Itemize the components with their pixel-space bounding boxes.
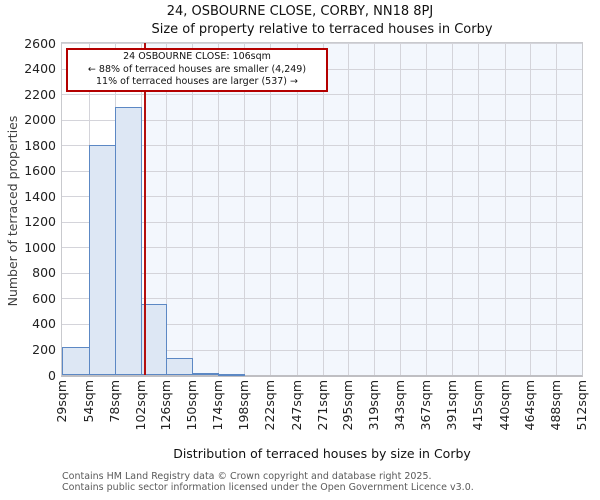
vertical-gridline [477, 43, 479, 375]
x-tick-label: 247sqm [288, 380, 304, 431]
footer-line-1: Contains HM Land Registry data © Crown c… [62, 471, 432, 482]
horizontal-gridline [62, 349, 582, 351]
y-tick-label: 1600 [24, 163, 56, 179]
vertical-gridline [425, 43, 427, 375]
x-tick-label: 295sqm [340, 380, 356, 431]
property-size-marker-line [143, 43, 146, 375]
histogram-bar [166, 358, 194, 375]
annotation-line-3: 11% of terraced houses are larger (537) … [96, 76, 298, 88]
y-tick-label: 2000 [24, 112, 56, 128]
vertical-gridline [400, 43, 402, 375]
x-tick-label: 126sqm [158, 380, 174, 431]
annotation-line-1: 24 OSBOURNE CLOSE: 106sqm [123, 51, 271, 63]
x-tick-label: 102sqm [132, 380, 148, 431]
y-tick-label: 2400 [24, 61, 56, 76]
y-tick-label: 600 [32, 290, 56, 306]
vertical-gridline [348, 43, 350, 375]
annotation-line-2: ← 88% of terraced houses are smaller (4,… [87, 63, 307, 75]
horizontal-gridline [62, 119, 582, 121]
chart-title: 24, OSBOURNE CLOSE, CORBY, NN18 8PJ [166, 4, 434, 19]
vertical-gridline [296, 43, 298, 375]
x-tick-label: 391sqm [443, 380, 459, 431]
histogram-bar [62, 346, 90, 375]
y-tick-label: 400 [32, 316, 56, 332]
x-tick-label: 367sqm [417, 380, 433, 431]
histogram-bar [218, 373, 245, 376]
x-tick-label: 415sqm [469, 380, 485, 431]
horizontal-gridline [62, 298, 582, 300]
y-tick-label: 1400 [24, 188, 56, 204]
histogram-bar [114, 106, 142, 375]
histogram-bar [88, 145, 116, 375]
vertical-gridline [243, 43, 245, 375]
x-tick-label: 488sqm [548, 380, 564, 431]
y-tick-label: 2200 [24, 86, 56, 102]
x-tick-label: 198sqm [235, 380, 251, 431]
x-tick-label: 54sqm [80, 380, 96, 423]
chart-subtitle: Size of property relative to terraced ho… [151, 22, 493, 37]
x-tick-label: 78sqm [106, 380, 122, 423]
y-tick-label: 2600 [24, 35, 56, 51]
x-axis-title: Distribution of terraced houses by size … [173, 446, 471, 461]
x-tick-label: 222sqm [261, 380, 277, 431]
y-tick-label: 800 [32, 265, 56, 281]
y-tick-label: 1200 [24, 214, 56, 230]
horizontal-gridline [62, 94, 582, 96]
vertical-gridline [556, 43, 558, 375]
horizontal-gridline [62, 323, 582, 325]
vertical-gridline [504, 43, 506, 375]
horizontal-gridline [62, 272, 582, 274]
horizontal-gridline [62, 221, 582, 223]
vertical-gridline [192, 43, 194, 375]
x-tick-label: 29sqm [54, 380, 69, 423]
horizontal-gridline [62, 196, 582, 198]
histogram-bar [192, 373, 220, 376]
x-tick-label: 174sqm [210, 380, 226, 431]
larger-region-shade [144, 43, 582, 375]
footer-line-2: Contains public sector information licen… [62, 482, 474, 493]
y-tick-label: 1000 [24, 239, 56, 255]
x-tick-label: 440sqm [496, 380, 512, 431]
vertical-gridline [451, 43, 453, 375]
x-tick-label: 343sqm [392, 380, 408, 431]
vertical-gridline [269, 43, 271, 375]
x-tick-label: 150sqm [184, 380, 200, 431]
y-tick-label: 200 [32, 342, 56, 357]
horizontal-gridline [62, 247, 582, 249]
x-tick-label: 271sqm [314, 380, 330, 431]
x-tick-label: 464sqm [522, 380, 538, 431]
vertical-gridline [218, 43, 220, 375]
x-tick-label: 319sqm [366, 380, 382, 431]
x-tick-label: 512sqm [574, 380, 589, 431]
horizontal-gridline [62, 43, 582, 44]
y-tick-label: 1800 [24, 137, 56, 153]
vertical-gridline [322, 43, 324, 375]
vertical-gridline [374, 43, 376, 375]
horizontal-gridline [62, 170, 582, 172]
vertical-gridline [530, 43, 532, 375]
horizontal-gridline [62, 145, 582, 147]
vertical-gridline [166, 43, 168, 375]
annotation-box: 24 OSBOURNE CLOSE: 106sqm ← 88% of terra… [66, 48, 328, 92]
y-tick-label: 0 [48, 367, 56, 383]
